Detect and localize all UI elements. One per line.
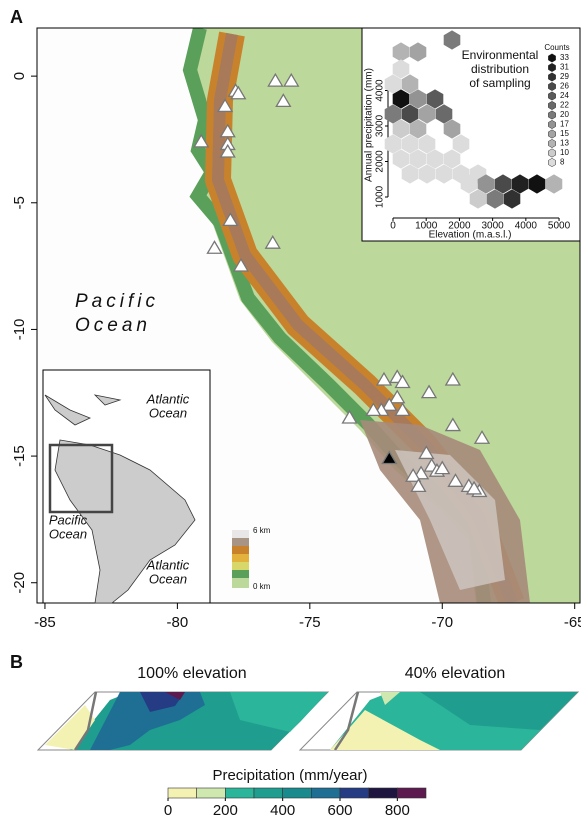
- legend-swatch: [548, 101, 555, 109]
- legend-label: 10: [560, 148, 569, 157]
- legend-label: 13: [560, 139, 569, 148]
- legend-label: 15: [560, 129, 569, 138]
- inset-label: Ocean: [149, 405, 187, 420]
- colorbar-bin: [283, 788, 312, 798]
- y-axis-label: Annual precipitation (mm): [364, 68, 375, 182]
- legend-label: 22: [560, 101, 569, 110]
- colorbar-bin: [311, 788, 340, 798]
- elevation-label: 0 km: [253, 582, 271, 591]
- ocean-label: Ocean: [75, 315, 151, 336]
- legend-label: 29: [560, 72, 569, 81]
- figure: A Pacific Ocean Atlantic Ocean Pacific O…: [0, 0, 581, 822]
- inset-label: Ocean: [49, 526, 87, 541]
- legend-label: 20: [560, 110, 569, 119]
- legend-title: Counts: [544, 43, 569, 52]
- x-tick-label: -65: [564, 614, 581, 631]
- y-tick-label: 1000: [375, 185, 386, 208]
- y-tick-label: 2000: [375, 150, 386, 173]
- colorbar-bin: [254, 788, 283, 798]
- x-tick-label: 3000: [481, 221, 504, 232]
- y-tick-label: -15: [11, 445, 28, 467]
- colorbar-bin: [168, 788, 197, 798]
- y-tick-label: 0: [11, 72, 28, 80]
- legend-swatch: [548, 111, 555, 119]
- legend-swatch: [548, 149, 555, 157]
- colorbar-label: Precipitation (mm/year): [212, 767, 367, 784]
- x-tick-label: -80: [167, 614, 189, 631]
- inset-label: Ocean: [149, 571, 187, 586]
- elevation-legend: [232, 530, 249, 588]
- colorbar-bin: [369, 788, 398, 798]
- inset-label: Pacific: [49, 512, 88, 527]
- x-tick-label: 1000: [415, 221, 438, 232]
- x-tick-label: 0: [390, 221, 396, 232]
- x-tick-label: -70: [431, 614, 453, 631]
- legend-swatch: [548, 130, 555, 138]
- x-tick-label: -85: [34, 614, 56, 631]
- legend-label: 24: [560, 91, 569, 100]
- x-tick-label: 2000: [448, 221, 471, 232]
- colorbar-tick-label: 200: [213, 802, 238, 819]
- inset-label: Atlantic: [146, 391, 190, 406]
- colorbar-bin: [340, 788, 369, 798]
- legend-swatch: [548, 63, 555, 71]
- colorbar-tick-label: 600: [327, 802, 352, 819]
- legend-swatch: [548, 73, 555, 81]
- map-title: 40% elevation: [405, 665, 506, 682]
- colorbar-bin: [197, 788, 226, 798]
- x-tick-label: 4000: [515, 221, 538, 232]
- legend-swatch: [548, 82, 555, 90]
- map-title: 100% elevation: [137, 665, 246, 682]
- legend-swatch: [548, 54, 555, 62]
- colorbar-tick-label: 800: [385, 802, 410, 819]
- legend-label: 8: [560, 158, 565, 167]
- legend-label: 33: [560, 53, 569, 62]
- inset-title: Environmental: [462, 48, 539, 62]
- legend-label: 17: [560, 120, 569, 129]
- ocean-label: Pacific: [75, 291, 159, 312]
- panel-label: A: [10, 7, 23, 27]
- legend-swatch: [548, 139, 555, 147]
- inset-title: distribution: [471, 62, 529, 76]
- y-tick-label: -10: [11, 319, 28, 341]
- x-tick-label: 5000: [548, 221, 571, 232]
- elevation-label: 6 km: [253, 526, 271, 535]
- inset-title: of sampling: [469, 76, 530, 90]
- colorbar-tick-label: 400: [270, 802, 295, 819]
- colorbar-tick-label: 0: [164, 802, 172, 819]
- x-tick-label: -75: [299, 614, 321, 631]
- legend-swatch: [548, 120, 555, 128]
- legend-swatch: [548, 92, 555, 100]
- colorbar-bin: [225, 788, 254, 798]
- precip-map: [38, 692, 578, 750]
- panel-label: B: [10, 652, 23, 672]
- legend-swatch: [548, 158, 555, 166]
- inset-label: Atlantic: [146, 557, 190, 572]
- legend-label: 31: [560, 63, 569, 72]
- y-tick-label: 3000: [375, 114, 386, 137]
- legend-label: 26: [560, 82, 569, 91]
- colorbar-bin: [397, 788, 426, 798]
- y-tick-label: -20: [11, 572, 28, 594]
- y-tick-label: 4000: [375, 79, 386, 102]
- y-tick-label: -5: [11, 196, 28, 209]
